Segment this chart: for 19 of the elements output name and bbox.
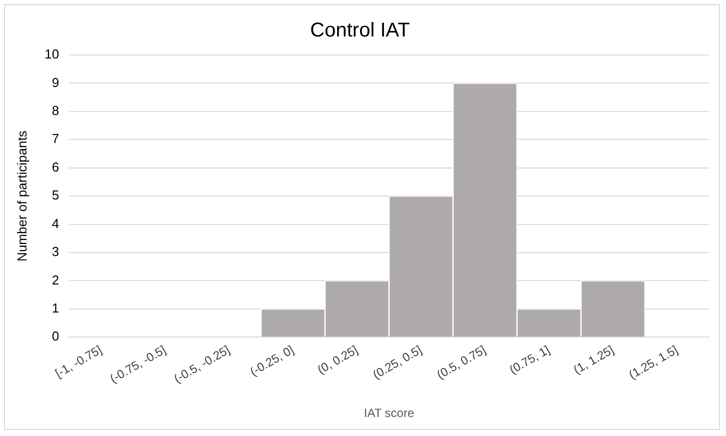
y-tick-label: 2 xyxy=(52,272,60,288)
y-tick-label: 7 xyxy=(52,131,60,146)
y-tick-label: 8 xyxy=(52,103,60,118)
x-tick-label: (0, 0.25] xyxy=(315,342,360,377)
x-tick-label: (1, 1.25] xyxy=(571,342,616,377)
y-tick-label: 3 xyxy=(52,244,60,260)
x-tick-label: [-1, -0.75] xyxy=(52,342,104,380)
y-tick-label: 0 xyxy=(52,328,60,344)
y-axis-title: Number of participants xyxy=(14,130,30,262)
y-tick-label: 4 xyxy=(52,216,60,231)
y-tick-label: 10 xyxy=(44,46,60,62)
y-tick-label: 5 xyxy=(52,188,60,203)
x-axis-title: IAT score xyxy=(364,406,414,420)
chart-title: Control IAT xyxy=(310,20,410,42)
y-tick-label: 6 xyxy=(52,159,60,174)
x-tick-label: (0.5, 0.75] xyxy=(434,342,488,382)
x-tick-label: (-0.5, -0.25] xyxy=(171,342,232,386)
y-tick-label: 1 xyxy=(52,300,60,316)
y-tick-label: 9 xyxy=(52,74,60,90)
